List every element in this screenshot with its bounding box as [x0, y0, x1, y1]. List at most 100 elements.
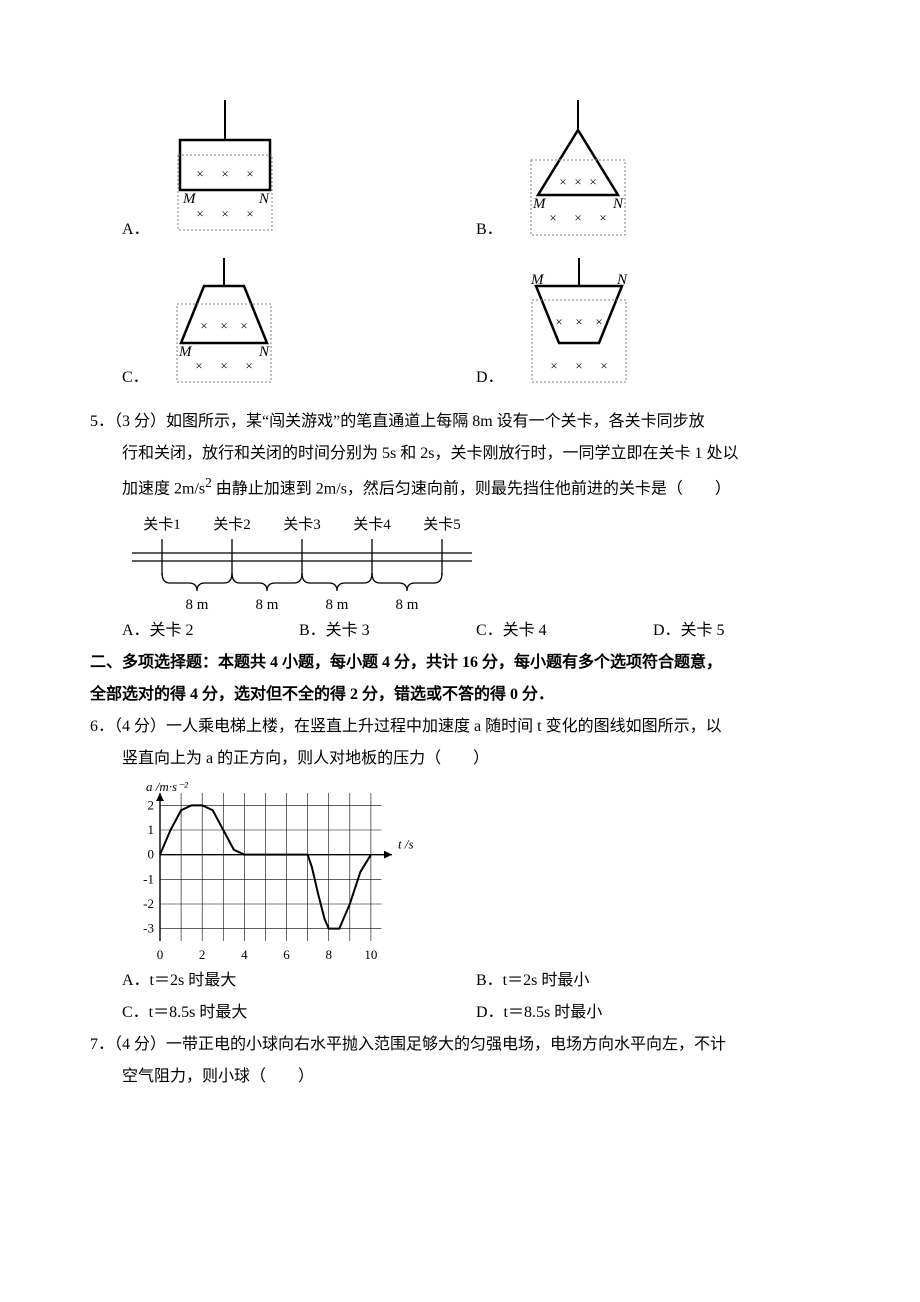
- svg-text:4: 4: [241, 947, 248, 962]
- q6-figure: -3 -2 -1 0 1 2 0 2 4 6 8 10 a /m·s⁻² t /s: [90, 775, 830, 965]
- svg-text:×: ×: [559, 174, 566, 189]
- q6-line2: 竖直向上为 a 的正方向，则人对地板的压力（ ）: [90, 743, 830, 775]
- svg-text:8 m: 8 m: [326, 597, 349, 613]
- exam-page: A． × × × × × × M N B． × × × × × ×: [0, 0, 920, 1153]
- svg-text:1: 1: [148, 822, 155, 837]
- label-N: N: [616, 272, 628, 288]
- svg-text:关卡2: 关卡2: [213, 516, 251, 533]
- svg-text:8 m: 8 m: [256, 597, 279, 613]
- svg-text:×: ×: [599, 210, 606, 225]
- label-M: M: [182, 191, 197, 207]
- q5-text1: 如图所示，某“闯关游戏”的笔直通道上每隔 8m 设有一个关卡，各关卡同步放: [166, 413, 705, 430]
- q4-options-row2: C． × × × × × × M N D． × × × × × ×: [90, 258, 830, 398]
- svg-text:关卡5: 关卡5: [423, 516, 461, 533]
- svg-text:10: 10: [364, 947, 377, 962]
- svg-text:×: ×: [220, 358, 227, 373]
- q6-choice-B: B．t＝2s 时最小: [476, 965, 830, 997]
- section2-line2: 全部选对的得 4 分，选对但不全的得 2 分，错选或不答的得 0 分．: [90, 679, 830, 711]
- svg-text:8 m: 8 m: [186, 597, 209, 613]
- q5-choice-B: B．关卡 3: [299, 615, 476, 647]
- q4-option-B: B． × × × × × × M N: [476, 100, 830, 250]
- q7-number: 7．: [90, 1036, 114, 1053]
- q6-choice-A: A．t＝2s 时最大: [122, 965, 476, 997]
- svg-text:关卡1: 关卡1: [143, 516, 181, 533]
- label-M: M: [532, 196, 547, 212]
- svg-text:2: 2: [148, 798, 155, 813]
- svg-text:关卡4: 关卡4: [353, 516, 391, 533]
- svg-text:×: ×: [575, 314, 582, 329]
- svg-text:×: ×: [196, 206, 203, 221]
- q5-choice-C: C．关卡 4: [476, 615, 653, 647]
- svg-text:×: ×: [575, 358, 582, 373]
- q4-options-row1: A． × × × × × × M N B． × × × × × ×: [90, 100, 830, 250]
- svg-text:×: ×: [200, 318, 207, 333]
- q6-choices-row2: C．t＝8.5s 时最大 D．t＝8.5s 时最小: [90, 997, 830, 1029]
- section2-line1: 二、多项选择题：本题共 4 小题，每小题 4 分，共计 16 分，每小题有多个选…: [90, 647, 830, 679]
- svg-text:×: ×: [245, 358, 252, 373]
- svg-text:×: ×: [221, 206, 228, 221]
- svg-text:×: ×: [196, 166, 203, 181]
- svg-text:6: 6: [283, 947, 290, 962]
- q4-option-C: C． ××× ××× M N: [90, 258, 476, 398]
- q4-option-A: A． × × × × × × M N: [90, 100, 476, 250]
- svg-text:×: ×: [221, 166, 228, 181]
- q5-gates-diagram: 关卡1 关卡2 关卡3 关卡4 关卡5 8 m 8 m 8 m 8 m: [122, 505, 482, 615]
- q6-number: 6．: [90, 718, 114, 735]
- svg-text:×: ×: [574, 210, 581, 225]
- label-M: M: [530, 272, 545, 288]
- option-letter: D．: [476, 362, 504, 398]
- q6-graph: -3 -2 -1 0 1 2 0 2 4 6 8 10 a /m·s⁻² t /s: [122, 775, 422, 965]
- q5-line1: 5．（3 分）如图所示，某“闯关游戏”的笔直通道上每隔 8m 设有一个关卡，各关…: [90, 406, 830, 438]
- q6-choice-C: C．t＝8.5s 时最大: [122, 997, 476, 1029]
- q6-choices-row1: A．t＝2s 时最大 B．t＝2s 时最小: [90, 965, 830, 997]
- svg-text:a /m·s⁻²: a /m·s⁻²: [146, 779, 189, 794]
- q5-choice-D: D．关卡 5: [653, 615, 830, 647]
- svg-text:×: ×: [240, 318, 247, 333]
- q5-points: （3 分）: [114, 413, 166, 430]
- svg-text:×: ×: [550, 358, 557, 373]
- svg-text:2: 2: [199, 947, 206, 962]
- q5-choice-A: A．关卡 2: [122, 615, 299, 647]
- option-letter: A．: [122, 214, 150, 250]
- svg-text:t /s: t /s: [398, 837, 414, 852]
- q5-figure: 关卡1 关卡2 关卡3 关卡4 关卡5 8 m 8 m 8 m 8 m: [90, 505, 830, 615]
- svg-text:×: ×: [589, 174, 596, 189]
- svg-text:×: ×: [246, 166, 253, 181]
- q4-figC-diagram: ××× ××× M N: [149, 258, 299, 398]
- svg-text:×: ×: [600, 358, 607, 373]
- q4-figA-diagram: × × × × × × M N: [150, 100, 300, 250]
- svg-text:8 m: 8 m: [396, 597, 419, 613]
- q6-choice-D: D．t＝8.5s 时最小: [476, 997, 830, 1029]
- svg-text:-3: -3: [143, 921, 154, 936]
- q6-line1: 6．（4 分）一人乘电梯上楼，在竖直上升过程中加速度 a 随时间 t 变化的图线…: [90, 711, 830, 743]
- q6-points: （4 分）: [114, 718, 166, 735]
- svg-text:×: ×: [595, 314, 602, 329]
- svg-text:0: 0: [148, 847, 155, 862]
- label-N: N: [612, 196, 624, 212]
- q5-number: 5．: [90, 413, 114, 430]
- svg-text:×: ×: [246, 206, 253, 221]
- q5-line2: 行和关闭，放行和关闭的时间分别为 5s 和 2s，关卡刚放行时，一同学立即在关卡…: [90, 438, 830, 470]
- q7-points: （4 分）: [114, 1036, 166, 1053]
- q5-line3: 加速度 2m/s2 由静止加速到 2m/s，然后匀速向前，则最先挡住他前进的关卡…: [90, 470, 830, 505]
- option-letter: C．: [122, 362, 149, 398]
- q5-choices: A．关卡 2 B．关卡 3 C．关卡 4 D．关卡 5: [90, 615, 830, 647]
- q4-option-D: D． × × × × × × M N: [476, 258, 830, 398]
- svg-text:×: ×: [220, 318, 227, 333]
- svg-text:-1: -1: [143, 872, 154, 887]
- svg-text:关卡3: 关卡3: [283, 516, 321, 533]
- svg-text:0: 0: [157, 947, 164, 962]
- label-N: N: [258, 191, 270, 207]
- svg-text:×: ×: [574, 174, 581, 189]
- svg-text:×: ×: [195, 358, 202, 373]
- svg-text:×: ×: [555, 314, 562, 329]
- q7-line2: 空气阻力，则小球（ ）: [90, 1061, 830, 1093]
- label-N: N: [258, 344, 270, 360]
- q7-line1: 7．（4 分）一带正电的小球向右水平抛入范围足够大的匀强电场，电场方向水平向左，…: [90, 1029, 830, 1061]
- svg-text:×: ×: [549, 210, 556, 225]
- svg-text:-2: -2: [143, 896, 154, 911]
- svg-text:8: 8: [325, 947, 332, 962]
- option-letter: B．: [476, 214, 503, 250]
- q4-figD-diagram: × × × × × × M N: [504, 258, 654, 398]
- q4-figB-diagram: × × × × × × M N: [503, 100, 653, 250]
